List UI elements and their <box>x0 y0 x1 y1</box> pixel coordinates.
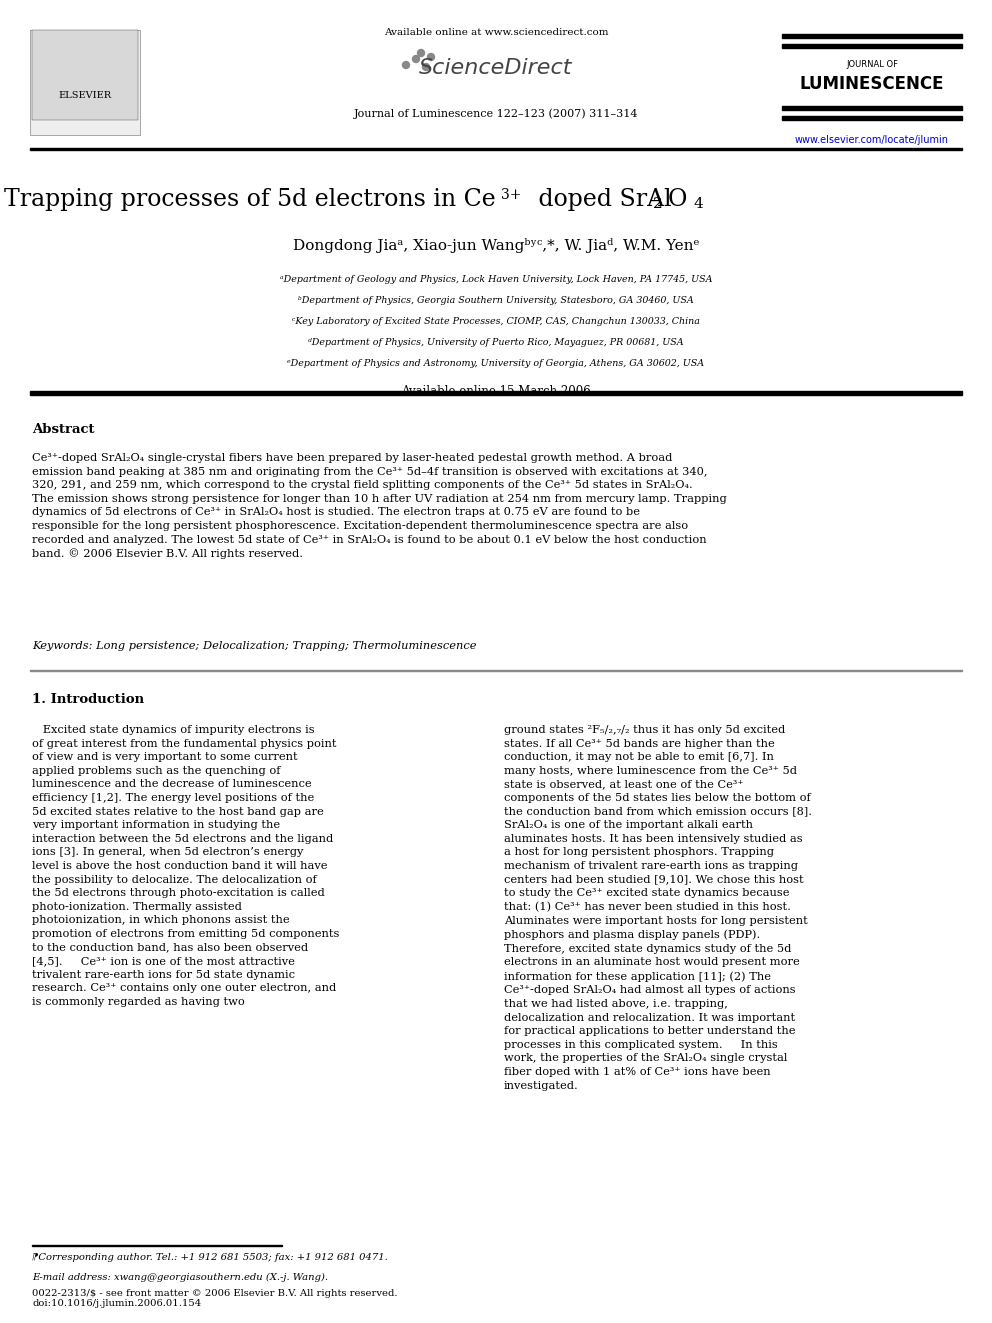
Text: 3+: 3+ <box>501 188 522 202</box>
Text: Dongdong Jiaᵃ, Xiao-jun Wangᵇʸᶜ,*, W. Jiaᵈ, W.M. Yenᵉ: Dongdong Jiaᵃ, Xiao-jun Wangᵇʸᶜ,*, W. Ji… <box>293 238 699 253</box>
Text: 0022-2313/$ - see front matter © 2006 Elsevier B.V. All rights reserved.
doi:10.: 0022-2313/$ - see front matter © 2006 El… <box>32 1289 398 1308</box>
Circle shape <box>423 64 430 70</box>
Bar <box>782 45 962 48</box>
Text: ᵈDepartment of Physics, University of Puerto Rico, Mayaguez, PR 00681, USA: ᵈDepartment of Physics, University of Pu… <box>309 337 683 347</box>
Bar <box>30 392 962 396</box>
Text: ᵇDepartment of Physics, Georgia Southern University, Statesboro, GA 30460, USA: ᵇDepartment of Physics, Georgia Southern… <box>299 296 693 306</box>
Text: 1. Introduction: 1. Introduction <box>32 693 144 706</box>
Text: www.elsevier.com/locate/jlumin: www.elsevier.com/locate/jlumin <box>795 135 949 146</box>
Circle shape <box>413 56 420 62</box>
Text: doped SrAl: doped SrAl <box>531 188 672 210</box>
Text: Trapping processes of 5d electrons in Ce: Trapping processes of 5d electrons in Ce <box>4 188 496 210</box>
Text: Abstract: Abstract <box>32 423 94 437</box>
Text: Excited state dynamics of impurity electrons is
of great interest from the funda: Excited state dynamics of impurity elect… <box>32 725 339 1007</box>
Text: ᵃDepartment of Geology and Physics, Lock Haven University, Lock Haven, PA 17745,: ᵃDepartment of Geology and Physics, Lock… <box>280 275 712 284</box>
Circle shape <box>403 61 410 69</box>
Bar <box>782 106 962 110</box>
Bar <box>30 148 962 149</box>
Text: LUMINESCENCE: LUMINESCENCE <box>800 75 944 93</box>
Text: Ce³⁺-doped SrAl₂O₄ single-crystal fibers have been prepared by laser-heated pede: Ce³⁺-doped SrAl₂O₄ single-crystal fibers… <box>32 452 727 560</box>
Bar <box>782 116 962 120</box>
Text: Keywords: Long persistence; Delocalization; Trapping; Thermoluminescence: Keywords: Long persistence; Delocalizati… <box>32 642 476 651</box>
Bar <box>782 34 962 38</box>
Text: 2: 2 <box>653 197 663 210</box>
Text: ELSEVIER: ELSEVIER <box>59 90 111 99</box>
Text: E-mail address: xwang@georgiasouthern.edu (X.-j. Wang).: E-mail address: xwang@georgiasouthern.ed… <box>32 1273 328 1282</box>
Text: ᶜKey Laboratory of Excited State Processes, CIOMP, CAS, Changchun 130033, China: ᶜKey Laboratory of Excited State Process… <box>292 318 700 325</box>
Circle shape <box>418 49 425 57</box>
Text: ⁋Corresponding author. Tel.: +1 912 681 5503; fax: +1 912 681 0471.: ⁋Corresponding author. Tel.: +1 912 681 … <box>32 1253 388 1262</box>
Text: ground states ²F₅/₂,₇/₂ thus it has only 5d excited
states. If all Ce³⁺ 5d bands: ground states ²F₅/₂,₇/₂ thus it has only… <box>504 725 812 1090</box>
Bar <box>32 30 138 120</box>
Text: O: O <box>668 188 687 210</box>
Circle shape <box>428 53 434 61</box>
Text: 4: 4 <box>693 197 702 210</box>
Text: ScienceDirect: ScienceDirect <box>420 58 572 78</box>
Text: JOURNAL OF: JOURNAL OF <box>846 60 898 69</box>
Text: Journal of Luminescence 122–123 (2007) 311–314: Journal of Luminescence 122–123 (2007) 3… <box>354 108 638 119</box>
Text: ᵉDepartment of Physics and Astronomy, University of Georgia, Athens, GA 30602, U: ᵉDepartment of Physics and Astronomy, Un… <box>288 359 704 368</box>
Bar <box>30 30 140 135</box>
Text: Available online at www.sciencedirect.com: Available online at www.sciencedirect.co… <box>384 28 608 37</box>
Text: Available online 15 March 2006: Available online 15 March 2006 <box>401 385 591 398</box>
